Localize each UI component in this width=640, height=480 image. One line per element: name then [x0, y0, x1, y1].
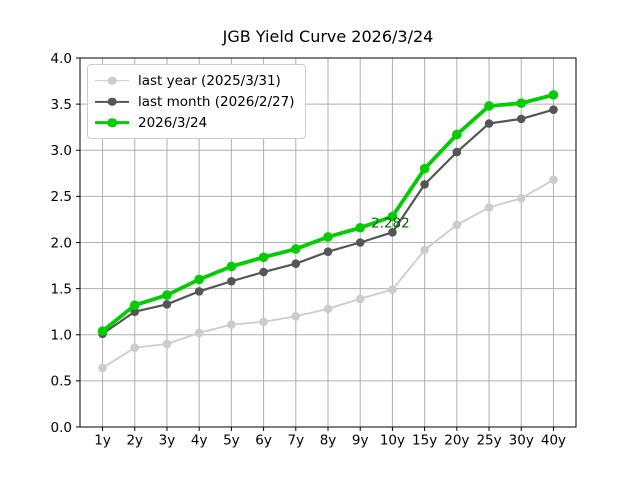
x-tick-label: 3y	[159, 433, 176, 449]
y-tick-label: 3.5	[51, 97, 72, 113]
x-tick-label: 40y	[541, 433, 566, 449]
x-tick-label: 30y	[509, 433, 534, 449]
legend-label: last year (2025/3/31)	[138, 72, 281, 89]
marker-dot-icon	[107, 76, 117, 85]
x-tick-label: 25y	[476, 433, 501, 449]
legend-swatch-last-year	[95, 74, 129, 88]
x-tick-label: 8y	[320, 433, 337, 449]
legend-item-current: 2026/3/24	[95, 112, 295, 133]
marker-dot-icon	[107, 117, 117, 128]
legend-swatch-last-month	[95, 95, 129, 109]
legend: last year (2025/3/31) last month (2026/2…	[87, 64, 306, 139]
annotation-value: 2.282	[371, 215, 410, 231]
series-2	[97, 90, 559, 336]
x-tick-label: 1y	[94, 433, 111, 449]
y-tick-label: 4.0	[51, 51, 72, 67]
y-tick-label: 2.0	[51, 235, 72, 251]
x-tick-label: 10y	[380, 433, 405, 449]
x-tick-label: 6y	[255, 433, 272, 449]
x-tick-label: 20y	[444, 433, 469, 449]
x-tick-label: 7y	[287, 433, 304, 449]
x-tick-label: 5y	[223, 433, 240, 449]
x-tick-label: 4y	[191, 433, 208, 449]
x-tick-label: 2y	[126, 433, 143, 449]
marker-dot-icon	[107, 97, 117, 106]
legend-item-last-month: last month (2026/2/27)	[95, 91, 295, 112]
y-tick-label: 0.0	[51, 420, 72, 436]
series-0	[98, 175, 558, 373]
y-tick-label: 2.5	[51, 189, 72, 205]
x-tick-label: 15y	[412, 433, 437, 449]
axes	[76, 57, 577, 431]
series-1	[98, 105, 558, 339]
y-tick-label: 3.0	[51, 143, 72, 159]
legend-label: last month (2026/2/27)	[138, 93, 295, 110]
legend-swatch-current	[95, 116, 129, 130]
legend-item-last-year: last year (2025/3/31)	[95, 70, 295, 91]
tick-labels: 1y 2y 3y 4y 5y 6y 7y 8y 9y 10y 15y 20y 25y 30y 40y 0.0 0…	[51, 51, 567, 449]
legend-label: 2026/3/24	[138, 114, 208, 131]
chart-title: JGB Yield Curve 2026/3/24	[222, 27, 434, 46]
y-tick-label: 1.0	[51, 328, 72, 344]
x-tick-label: 9y	[352, 433, 369, 449]
y-tick-label: 1.5	[51, 281, 72, 297]
y-tick-label: 0.5	[51, 374, 72, 390]
